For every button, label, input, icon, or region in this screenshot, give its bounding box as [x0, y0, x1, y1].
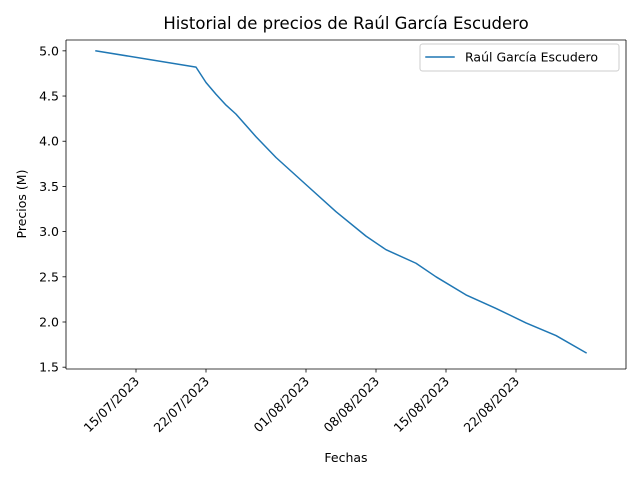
y-tick-label: 5.0: [39, 43, 59, 58]
series-line: [95, 49, 588, 354]
x-axis-label: Fechas: [324, 450, 367, 465]
series-layer: [95, 49, 588, 354]
y-tick-label: 2.0: [39, 315, 59, 330]
y-tick-label: 2.5: [39, 269, 59, 284]
legend-box: [419, 43, 620, 72]
axes-spines: [65, 39, 627, 370]
legend-entry-label: Raúl García Escudero: [465, 50, 598, 65]
y-tick-label: 4.5: [39, 89, 59, 104]
y-axis-ticks: 1.5 2.0 2.5 3.0 3.5 4.0 4.5 5.0: [39, 43, 66, 375]
plot-background: [66, 40, 626, 369]
y-tick-label: 1.5: [39, 360, 59, 375]
y-tick-label: 3.5: [39, 179, 59, 194]
legend: Raúl García Escudero: [419, 43, 620, 72]
chart-title: Historial de precios de Raúl García Escu…: [163, 14, 528, 33]
y-axis-label: Precios (M): [14, 170, 29, 239]
y-tick-label: 4.0: [39, 134, 59, 149]
y-tick-label: 3.0: [39, 224, 59, 239]
